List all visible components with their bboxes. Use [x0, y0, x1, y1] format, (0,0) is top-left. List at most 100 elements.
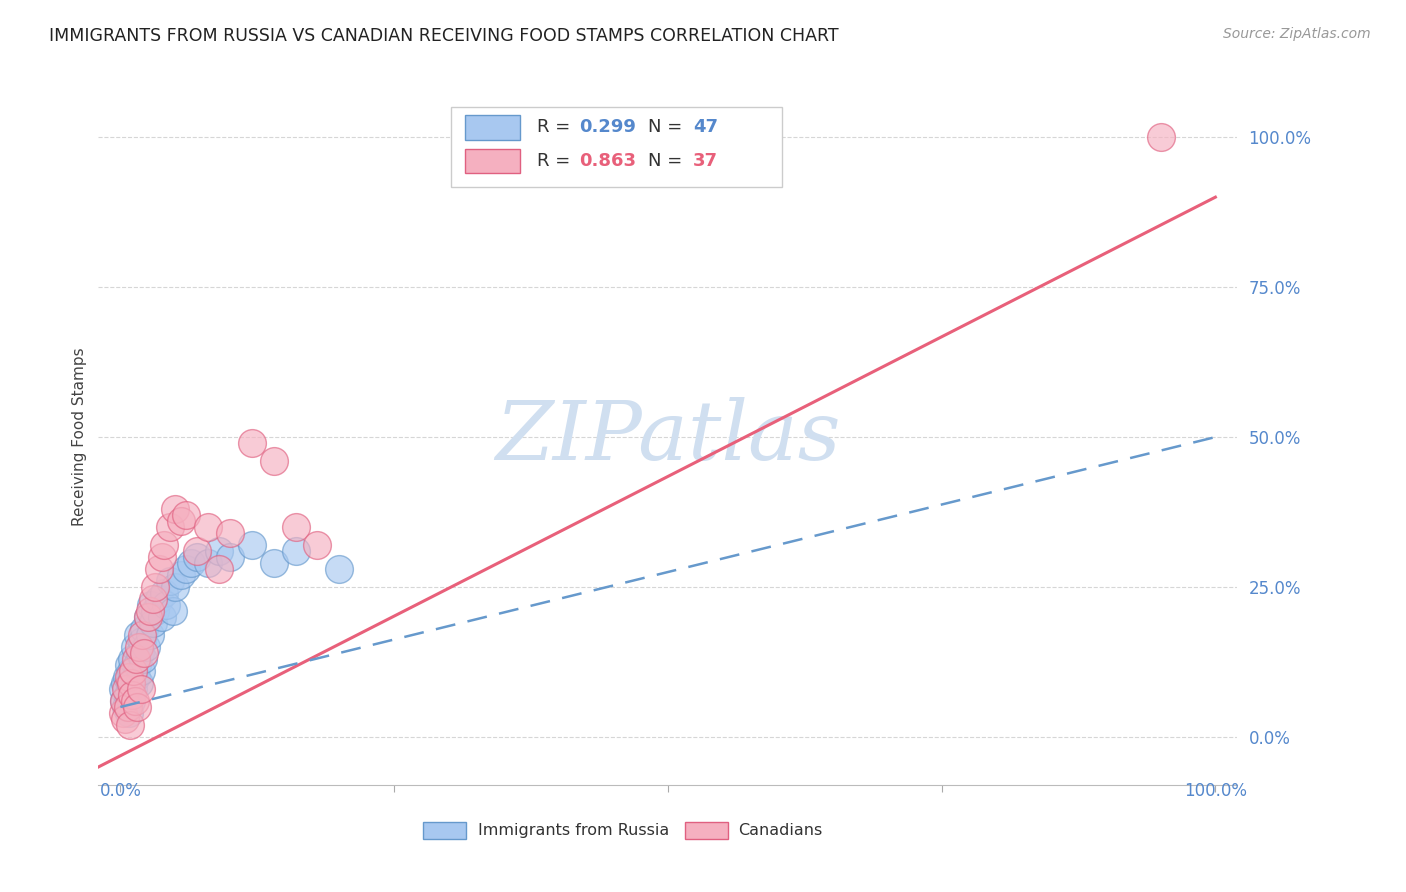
- Point: [263, 454, 285, 468]
- Point: [120, 694, 142, 708]
- FancyBboxPatch shape: [451, 106, 782, 186]
- Text: 0.863: 0.863: [579, 152, 636, 169]
- Point: [132, 652, 155, 666]
- Text: 37: 37: [693, 152, 718, 169]
- Point: [131, 634, 153, 648]
- Point: [1149, 130, 1171, 145]
- Text: Canadians: Canadians: [738, 823, 823, 838]
- Text: N =: N =: [648, 152, 689, 169]
- Text: R =: R =: [537, 152, 576, 169]
- Point: [118, 706, 141, 720]
- Point: [134, 640, 156, 654]
- Point: [153, 538, 176, 552]
- Point: [197, 520, 219, 534]
- Text: 100.0%: 100.0%: [1184, 782, 1247, 800]
- Point: [128, 676, 150, 690]
- Point: [134, 646, 156, 660]
- FancyBboxPatch shape: [465, 115, 520, 140]
- Text: 0.299: 0.299: [579, 119, 636, 136]
- Text: ZIPatlas: ZIPatlas: [495, 397, 841, 477]
- Point: [114, 681, 136, 696]
- FancyBboxPatch shape: [685, 822, 728, 839]
- Point: [169, 514, 191, 528]
- Point: [128, 640, 150, 654]
- Point: [240, 436, 263, 450]
- Point: [112, 694, 135, 708]
- Point: [208, 562, 231, 576]
- Point: [129, 646, 152, 660]
- Point: [124, 652, 146, 666]
- Point: [155, 598, 177, 612]
- Point: [148, 592, 170, 607]
- Text: Source: ZipAtlas.com: Source: ZipAtlas.com: [1223, 27, 1371, 41]
- Point: [120, 676, 142, 690]
- Point: [127, 628, 149, 642]
- Point: [118, 658, 141, 673]
- Text: IMMIGRANTS FROM RUSSIA VS CANADIAN RECEIVING FOOD STAMPS CORRELATION CHART: IMMIGRANTS FROM RUSSIA VS CANADIAN RECEI…: [49, 27, 839, 45]
- FancyBboxPatch shape: [423, 822, 467, 839]
- Point: [284, 520, 307, 534]
- Point: [139, 628, 162, 642]
- Point: [114, 712, 136, 726]
- Text: N =: N =: [648, 119, 689, 136]
- Point: [218, 549, 240, 564]
- Point: [122, 681, 145, 696]
- Point: [115, 670, 138, 684]
- Point: [145, 580, 167, 594]
- Text: 47: 47: [693, 119, 718, 136]
- FancyBboxPatch shape: [465, 149, 520, 173]
- Point: [125, 658, 148, 673]
- Point: [118, 670, 141, 684]
- Point: [284, 544, 307, 558]
- Point: [120, 718, 142, 732]
- Point: [142, 615, 165, 630]
- Point: [122, 664, 145, 678]
- Point: [117, 688, 139, 702]
- Point: [120, 664, 142, 678]
- Point: [117, 700, 139, 714]
- Point: [124, 694, 146, 708]
- Point: [129, 664, 152, 678]
- Point: [148, 562, 170, 576]
- Point: [165, 502, 187, 516]
- Point: [112, 694, 135, 708]
- Point: [153, 586, 176, 600]
- Point: [174, 508, 197, 522]
- Point: [197, 556, 219, 570]
- Point: [121, 652, 143, 666]
- Point: [165, 580, 187, 594]
- Point: [218, 526, 240, 541]
- Text: 0.0%: 0.0%: [100, 782, 141, 800]
- Point: [125, 700, 148, 714]
- Point: [124, 640, 146, 654]
- Text: R =: R =: [537, 119, 576, 136]
- Text: Immigrants from Russia: Immigrants from Russia: [478, 823, 669, 838]
- Point: [174, 562, 197, 576]
- Point: [240, 538, 263, 552]
- Point: [307, 538, 329, 552]
- Point: [131, 628, 153, 642]
- Point: [136, 610, 159, 624]
- Point: [129, 681, 152, 696]
- Point: [139, 604, 162, 618]
- Point: [328, 562, 350, 576]
- Point: [159, 520, 181, 534]
- Point: [145, 604, 167, 618]
- Point: [114, 700, 136, 714]
- Point: [121, 688, 143, 702]
- Point: [169, 568, 191, 582]
- Point: [150, 549, 173, 564]
- Y-axis label: Receiving Food Stamps: Receiving Food Stamps: [72, 348, 87, 526]
- Point: [208, 544, 231, 558]
- Point: [111, 706, 134, 720]
- Point: [124, 670, 146, 684]
- Point: [263, 556, 285, 570]
- Point: [136, 610, 159, 624]
- Point: [186, 544, 208, 558]
- Point: [180, 556, 202, 570]
- Point: [142, 592, 165, 607]
- Point: [120, 676, 142, 690]
- Point: [186, 549, 208, 564]
- Point: [150, 610, 173, 624]
- Point: [114, 676, 136, 690]
